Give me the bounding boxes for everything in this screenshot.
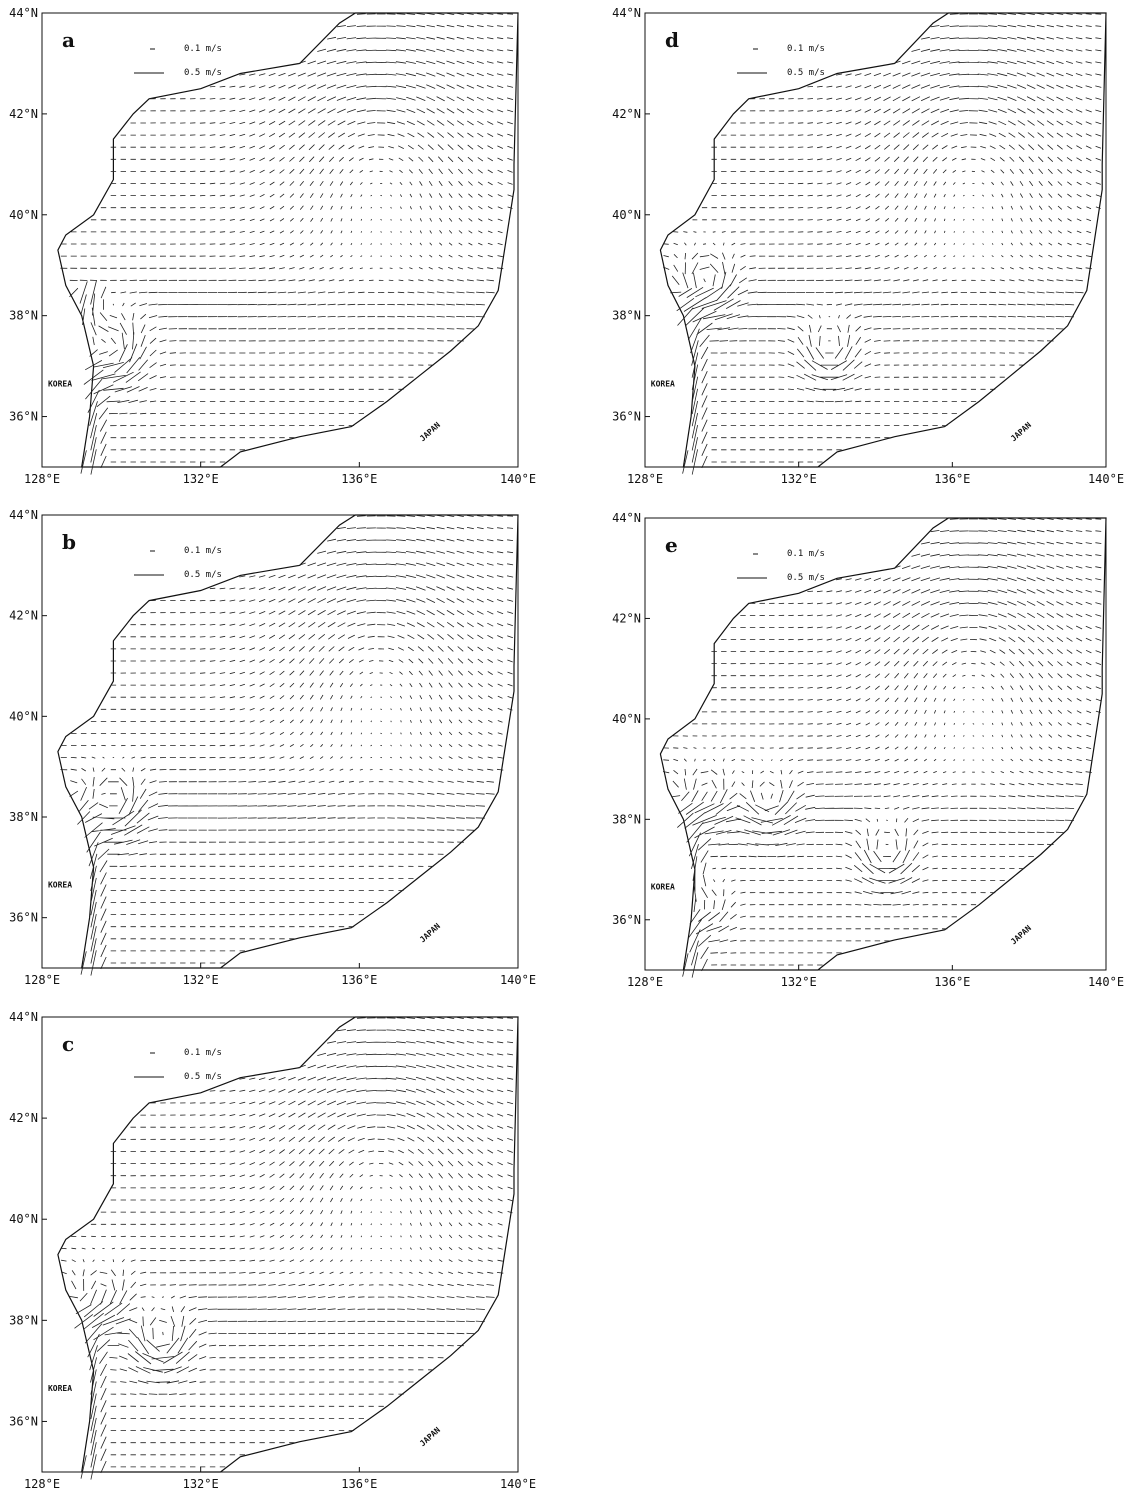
scale-label: 0.1 m/s <box>184 1048 222 1058</box>
panel-label: d <box>665 28 679 52</box>
x-tick-label: 132°E <box>183 472 219 486</box>
y-tick-label: 36°N <box>9 410 38 424</box>
x-tick-label: 132°E <box>183 973 219 987</box>
x-tick-label: 128°E <box>627 975 663 989</box>
scale-label: 0.5 m/s <box>184 570 222 580</box>
y-tick-label: 40°N <box>9 709 38 723</box>
x-tick-label: 136°E <box>341 973 377 987</box>
scale-label: 0.1 m/s <box>787 549 825 559</box>
x-tick-label: 128°E <box>24 973 60 987</box>
y-tick-label: 38°N <box>9 309 38 323</box>
x-tick-label: 132°E <box>183 1477 219 1491</box>
x-tick-label: 136°E <box>934 975 970 989</box>
x-tick-label: 136°E <box>341 472 377 486</box>
x-tick-label: 136°E <box>934 472 970 486</box>
y-tick-label: 44°N <box>9 508 38 522</box>
x-tick-label: 128°E <box>24 472 60 486</box>
panel-label: e <box>665 533 678 557</box>
place-label: KOREA <box>48 379 72 388</box>
panel-frame <box>644 12 1107 468</box>
y-tick-label: 36°N <box>612 410 641 424</box>
coastline <box>57 1016 519 1473</box>
y-tick-label: 38°N <box>9 810 38 824</box>
scale-label: 0.5 m/s <box>184 68 222 78</box>
place-label: JAPAN <box>418 420 442 443</box>
x-tick-label: 140°E <box>500 973 536 987</box>
velocity-vectors <box>60 1017 514 1480</box>
y-tick-label: 36°N <box>9 911 38 925</box>
panel-frame <box>41 514 519 969</box>
coastline <box>57 12 519 468</box>
scale-label: 0.5 m/s <box>787 573 825 583</box>
panel-label: c <box>62 1032 74 1056</box>
x-tick-label: 140°E <box>1088 975 1124 989</box>
panel-frame <box>644 517 1107 971</box>
map-panel: a 0.1 m/s 0.5 m/s 128°E 132°E 136°E 140°E 36°N 3… <box>9 6 536 486</box>
panel-frame <box>41 12 519 468</box>
x-tick-label: 132°E <box>781 975 817 989</box>
y-tick-label: 42°N <box>612 611 641 625</box>
scale-label: 0.5 m/s <box>787 68 825 78</box>
scale-label: 0.1 m/s <box>184 44 222 54</box>
place-label: JAPAN <box>1009 923 1033 946</box>
y-tick-label: 38°N <box>612 309 641 323</box>
map-panel: e 0.1 m/s 0.5 m/s 128°E 132°E 136°E 140°E 36°N 3… <box>612 511 1124 989</box>
y-tick-label: 40°N <box>612 712 641 726</box>
place-label: JAPAN <box>1009 420 1033 443</box>
coastline <box>659 12 1107 468</box>
place-label: KOREA <box>48 880 72 889</box>
y-tick-label: 38°N <box>9 1313 38 1327</box>
panel-label: b <box>62 530 76 554</box>
y-tick-label: 44°N <box>9 1010 38 1024</box>
x-tick-label: 132°E <box>781 472 817 486</box>
panel-label: a <box>62 28 75 52</box>
x-tick-label: 140°E <box>500 472 536 486</box>
y-tick-label: 44°N <box>612 6 641 20</box>
x-tick-label: 140°E <box>500 1477 536 1491</box>
place-label: JAPAN <box>418 921 442 944</box>
x-tick-label: 140°E <box>1088 472 1124 486</box>
velocity-vectors <box>60 515 514 976</box>
y-tick-label: 40°N <box>612 208 641 222</box>
x-tick-label: 128°E <box>627 472 663 486</box>
place-label: KOREA <box>48 1384 72 1393</box>
velocity-vectors <box>60 13 514 475</box>
panel-frame <box>41 1016 519 1473</box>
coastline <box>659 517 1107 971</box>
y-tick-label: 40°N <box>9 208 38 222</box>
place-label: JAPAN <box>418 1425 442 1448</box>
scale-label: 0.1 m/s <box>787 44 825 54</box>
place-label: KOREA <box>651 883 675 892</box>
y-tick-label: 42°N <box>9 609 38 623</box>
y-tick-label: 44°N <box>9 6 38 20</box>
y-tick-label: 44°N <box>612 511 641 525</box>
x-tick-label: 136°E <box>341 1477 377 1491</box>
coastline <box>57 514 519 969</box>
map-panel: d 0.1 m/s 0.5 m/s 128°E 132°E 136°E 140°E 36°N 3… <box>612 6 1124 486</box>
y-tick-label: 42°N <box>9 107 38 121</box>
velocity-vectors <box>662 518 1102 978</box>
scale-label: 0.5 m/s <box>184 1072 222 1082</box>
velocity-vectors <box>662 13 1102 475</box>
y-tick-label: 36°N <box>612 913 641 927</box>
scale-label: 0.1 m/s <box>184 546 222 556</box>
y-tick-label: 40°N <box>9 1212 38 1226</box>
place-label: KOREA <box>651 379 675 388</box>
x-tick-label: 128°E <box>24 1477 60 1491</box>
y-tick-label: 42°N <box>9 1111 38 1125</box>
y-tick-label: 36°N <box>9 1414 38 1428</box>
y-tick-label: 42°N <box>612 107 641 121</box>
map-panel: b 0.1 m/s 0.5 m/s 128°E 132°E 136°E 140°E 36°N 3… <box>9 508 536 987</box>
map-panel: c 0.1 m/s 0.5 m/s 128°E 132°E 136°E 140°E 36°N 3… <box>9 1010 536 1491</box>
y-tick-label: 38°N <box>612 812 641 826</box>
